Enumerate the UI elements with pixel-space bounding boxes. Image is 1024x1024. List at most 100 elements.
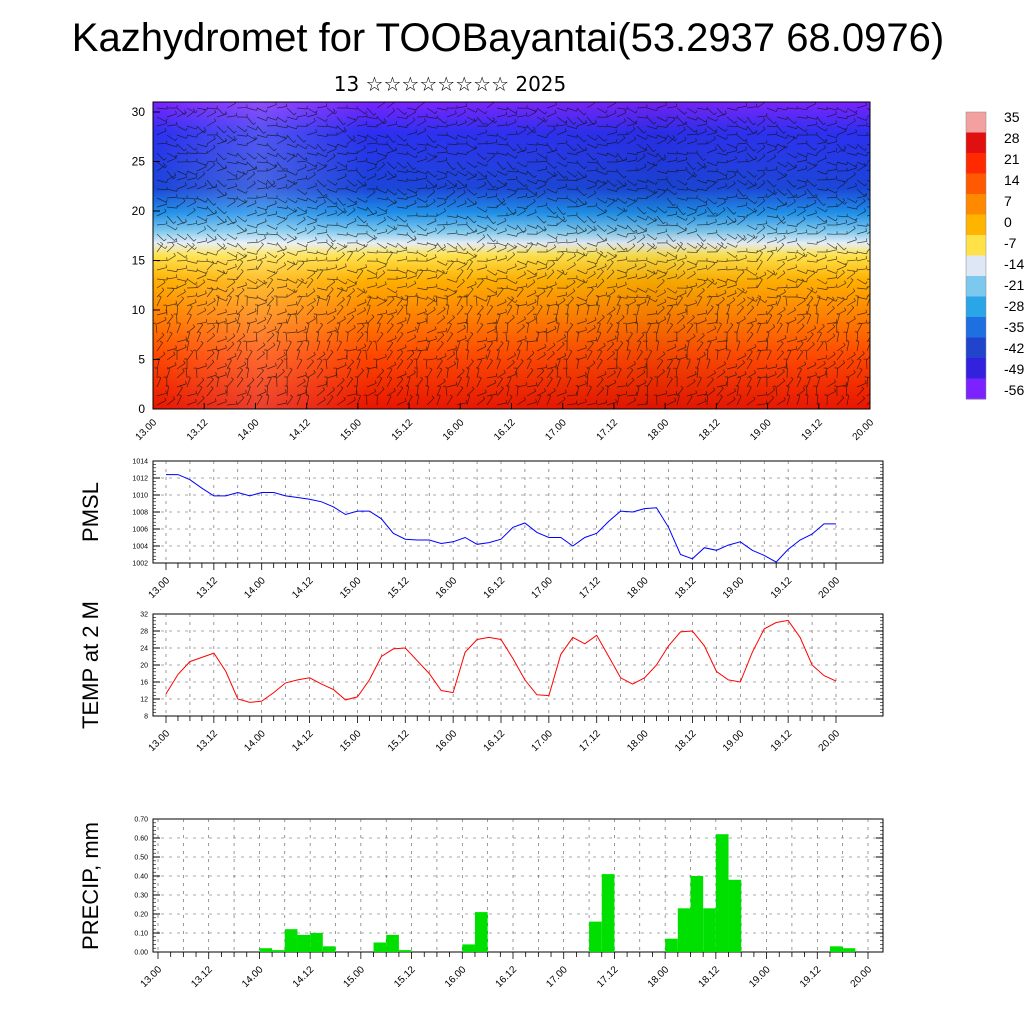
wind-barb xyxy=(756,296,762,307)
wind-barb xyxy=(256,319,267,325)
wind-barb xyxy=(356,215,365,224)
wind-barb xyxy=(266,179,275,188)
wind-barb xyxy=(256,378,264,388)
wind-barb-flag xyxy=(722,296,725,300)
wind-barb-flag xyxy=(183,289,186,292)
wind-barb xyxy=(256,396,263,406)
wind-barb-flag xyxy=(812,270,816,274)
wind-barb xyxy=(546,215,557,218)
wind-barb-flag xyxy=(303,216,306,220)
wind-barb xyxy=(496,301,507,307)
wind-barb-flag xyxy=(683,212,686,215)
wind-barb xyxy=(226,152,237,157)
wind-barb-flag xyxy=(353,207,356,211)
wind-barb xyxy=(646,116,655,125)
wind-barb-flag xyxy=(334,201,337,205)
wind-barb-flag xyxy=(440,341,444,344)
wind-barb xyxy=(326,233,334,243)
wind-barb xyxy=(756,200,766,208)
wind-barb-flag xyxy=(330,349,334,353)
wind-barb xyxy=(456,370,465,379)
wind-barb xyxy=(366,269,377,275)
wind-barb xyxy=(796,280,805,289)
wind-barb-flag xyxy=(764,299,768,303)
wind-barb xyxy=(426,125,437,129)
wind-barb-flag xyxy=(487,349,491,351)
wind-barb xyxy=(856,324,863,334)
wind-barb-flag xyxy=(313,369,316,373)
wind-barb-flag xyxy=(615,283,618,287)
wind-barb-flag xyxy=(713,180,716,184)
wind-barb-flag xyxy=(174,138,178,141)
wind-barb xyxy=(626,394,637,397)
wind-barb-flag xyxy=(425,385,429,387)
wind-barb xyxy=(776,309,786,316)
wind-barb xyxy=(636,244,645,253)
wind-barb xyxy=(346,269,357,274)
wind-barb xyxy=(386,215,396,222)
wind-barb-flag xyxy=(463,167,466,170)
wind-barb-flag xyxy=(744,352,747,356)
wind-barb xyxy=(456,152,467,155)
wind-barb-flag xyxy=(865,255,868,259)
wind-barb xyxy=(766,315,773,325)
wind-barb-flag xyxy=(654,246,658,250)
wind-barb-flag xyxy=(247,385,251,387)
wind-barb-flag xyxy=(335,327,337,331)
wind-barb-flag xyxy=(675,255,678,259)
wind-barb xyxy=(816,188,827,191)
wind-barb-flag xyxy=(505,309,507,313)
wind-barb xyxy=(296,350,301,361)
wind-barb-flag xyxy=(673,262,677,266)
wind-barb-flag xyxy=(425,156,427,160)
wind-barb-flag xyxy=(420,376,423,380)
wind-barb-flag xyxy=(724,110,727,114)
wind-barb xyxy=(716,152,727,156)
wind-barb xyxy=(325,359,328,370)
wind-barb xyxy=(806,327,816,334)
wind-barb xyxy=(186,260,197,264)
wind-barb xyxy=(566,197,576,204)
wind-barb-flag xyxy=(197,331,201,334)
wind-barb xyxy=(726,390,736,397)
wind-barb-flag xyxy=(183,360,186,364)
wind-barb xyxy=(746,324,754,334)
wind-barb-flag xyxy=(813,194,817,197)
wind-barb xyxy=(746,298,755,307)
wind-barb xyxy=(266,395,270,406)
wind-barb xyxy=(326,148,337,154)
wind-barb xyxy=(636,150,647,154)
wind-barb xyxy=(426,338,437,343)
wind-barb-flag xyxy=(303,139,307,143)
wind-barb xyxy=(536,332,540,343)
wind-barb xyxy=(396,116,407,120)
wind-barb-flag xyxy=(355,156,358,160)
wind-barb xyxy=(196,303,207,307)
wind-barb xyxy=(376,120,386,127)
wind-barb xyxy=(416,170,427,175)
wind-barb-flag xyxy=(205,319,208,323)
wind-barb xyxy=(496,388,504,397)
wind-barb-flag xyxy=(762,225,766,228)
wind-barb xyxy=(846,323,850,334)
wind-barb xyxy=(646,378,653,388)
wind-barb-flag xyxy=(810,295,814,299)
wind-barb xyxy=(296,340,307,343)
wind-barb-flag xyxy=(815,210,817,214)
wind-barb-flag xyxy=(246,171,248,175)
wind-barb xyxy=(536,260,547,266)
wind-barb xyxy=(416,395,420,406)
wind-barb-flag xyxy=(270,277,273,281)
wind-barb xyxy=(596,271,604,280)
wind-barb xyxy=(696,211,707,217)
wind-barb xyxy=(406,188,417,194)
wind-barb-flag xyxy=(805,336,807,340)
wind-barb xyxy=(466,368,470,379)
wind-barb xyxy=(616,250,627,253)
wind-barb-flag xyxy=(243,157,247,161)
wind-barb xyxy=(356,107,366,115)
wind-barb xyxy=(716,396,723,406)
wind-barb-flag xyxy=(435,145,438,149)
wind-barb-flag xyxy=(665,135,668,139)
wind-barb xyxy=(386,298,395,307)
